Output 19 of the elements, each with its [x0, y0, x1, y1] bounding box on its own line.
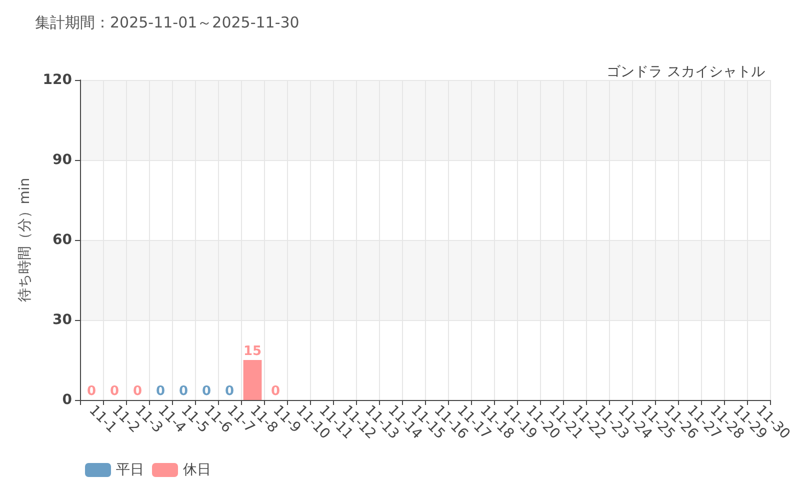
- y-tick-label: 60: [52, 232, 72, 248]
- data-label: 0: [178, 384, 188, 399]
- data-label: 0: [224, 384, 234, 399]
- y-axis-title: 待ち時間（分）min: [16, 178, 33, 302]
- data-label: 0: [270, 384, 280, 399]
- data-label: 0: [86, 384, 96, 399]
- y-tick-label: 90: [52, 152, 72, 168]
- y-tick-label: 30: [52, 312, 72, 328]
- data-label: 0: [156, 384, 166, 399]
- data-label: 0: [132, 384, 142, 399]
- chart-subtitle: ゴンドラ スカイシャトル: [606, 64, 766, 80]
- chart-title: 集計期間：2025-11-01～2025-11-30: [35, 14, 300, 32]
- y-tick-label: 120: [42, 72, 72, 88]
- legend-label: 平日: [116, 462, 144, 478]
- data-label: 15: [243, 344, 262, 359]
- data-label: 0: [202, 384, 212, 399]
- y-tick-label: 0: [62, 392, 72, 408]
- legend-label: 休日: [183, 462, 211, 478]
- data-label: 0: [110, 384, 120, 399]
